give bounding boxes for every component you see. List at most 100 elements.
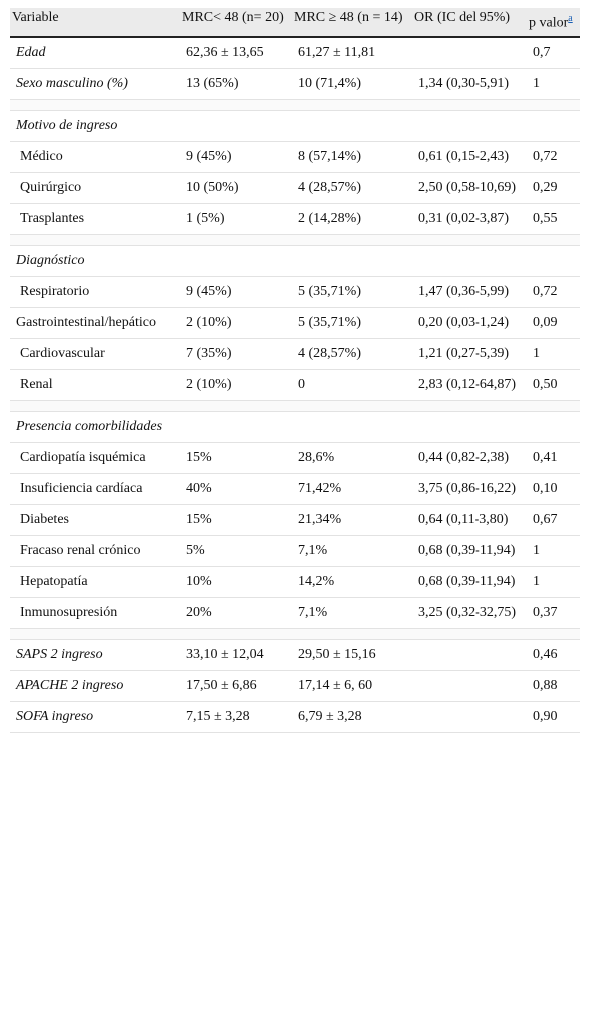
section-row: Diagnóstico — [10, 245, 580, 277]
cell: 0,31 (0,02-3,87) — [412, 203, 527, 235]
cell: 5% — [180, 535, 292, 567]
row-label: Hepatopatía — [10, 566, 180, 598]
header-text: MRC ≥ 48 (n = 14) — [294, 10, 403, 25]
cell: 3,75 (0,86-16,22) — [412, 473, 527, 505]
cell: 7,15 ± 3,28 — [180, 701, 292, 733]
data-row: Diabetes 15% 21,34% 0,64 (0,11-3,80) 0,67 — [10, 504, 580, 536]
data-row: Fracaso renal crónico 5% 7,1% 0,68 (0,39-11… — [10, 535, 580, 567]
data-row: APACHE 2 ingreso 17,50 ± 6,86 17,14 ± 6, 6… — [10, 670, 580, 702]
section-row: Motivo de ingreso — [10, 110, 580, 142]
row-label: APACHE 2 ingreso — [10, 670, 180, 702]
row-label: SAPS 2 ingreso — [10, 639, 180, 671]
row-label: Edad — [10, 36, 180, 69]
cell: 0,29 — [527, 172, 580, 204]
cell: 71,42% — [292, 473, 412, 505]
row-label: Inmunosupresión — [10, 597, 180, 629]
cell: 0,88 — [527, 670, 580, 702]
cell: 0,55 — [527, 203, 580, 235]
data-row: Médico 9 (45%) 8 (57,14%) 0,61 (0,15-2,43) 0… — [10, 141, 580, 173]
cell: 3,25 (0,32-32,75) — [412, 597, 527, 629]
cell: 13 (65%) — [180, 68, 292, 100]
cell: 0,72 — [527, 141, 580, 173]
cell: 0,41 — [527, 442, 580, 474]
cell: 0,37 — [527, 597, 580, 629]
cell: 1,34 (0,30-5,91) — [412, 68, 527, 100]
header-cell: Variable — [10, 8, 180, 38]
cell: 17,50 ± 6,86 — [180, 670, 292, 702]
cell: 14,2% — [292, 566, 412, 598]
section-title: Presencia comorbilidades — [10, 411, 580, 443]
section-row: Presencia comorbilidades — [10, 411, 580, 443]
cell: 1 (5%) — [180, 203, 292, 235]
empty-cell — [412, 701, 527, 733]
data-row: Insuficiencia cardíaca 40% 71,42% 3,75 (0,8… — [10, 473, 580, 505]
cell: 8 (57,14%) — [292, 141, 412, 173]
cell: 0,44 (0,82-2,38) — [412, 442, 527, 474]
cell: 15% — [180, 442, 292, 474]
row-label: SOFA ingreso — [10, 701, 180, 733]
header-text: Variable — [12, 10, 59, 25]
data-row: Renal 2 (10%) 0 2,83 (0,12-64,87) 0,50 — [10, 369, 580, 401]
header-cell: MRC< 48 (n= 20) — [180, 8, 292, 38]
row-label: Gastrointestinal/hepático — [10, 307, 180, 339]
spacer-cell — [10, 99, 580, 111]
empty-cell — [412, 36, 527, 69]
cell: 62,36 ± 13,65 — [180, 36, 292, 69]
cell: 0,50 — [527, 369, 580, 401]
cell: 7,1% — [292, 597, 412, 629]
cell: 7,1% — [292, 535, 412, 567]
empty-cell — [412, 639, 527, 671]
cell: 29,50 ± 15,16 — [292, 639, 412, 671]
cell: 0,68 (0,39-11,94) — [412, 566, 527, 598]
data-row: Respiratorio 9 (45%) 5 (35,71%) 1,47 (0,36-… — [10, 276, 580, 308]
cell: 15% — [180, 504, 292, 536]
cell: 7 (35%) — [180, 338, 292, 370]
cell: 1 — [527, 68, 580, 100]
header-cell: OR (IC del 95%) — [412, 8, 527, 38]
data-row: Hepatopatía 10% 14,2% 0,68 (0,39-11,94) 1 — [10, 566, 580, 598]
row-label: Insuficiencia cardíaca — [10, 473, 180, 505]
cell: 0,46 — [527, 639, 580, 671]
spacer-cell — [10, 628, 580, 640]
cell: 0,72 — [527, 276, 580, 308]
data-row: Sexo masculino (%) 13 (65%) 10 (71,4%) 1,34… — [10, 68, 580, 100]
cell: 1 — [527, 338, 580, 370]
cell: 1,21 (0,27-5,39) — [412, 338, 527, 370]
cell: 9 (45%) — [180, 276, 292, 308]
row-label: Respiratorio — [10, 276, 180, 308]
data-row: Cardiopatía isquémica 15% 28,6% 0,44 (0,82-… — [10, 442, 580, 474]
cell: 10 (50%) — [180, 172, 292, 204]
data-row: SOFA ingreso 7,15 ± 3,28 6,79 ± 3,28 0,90 — [10, 701, 580, 733]
cell: 6,79 ± 3,28 — [292, 701, 412, 733]
cell: 40% — [180, 473, 292, 505]
data-row: Cardiovascular 7 (35%) 4 (28,57%) 1,21 (0,2… — [10, 338, 580, 370]
data-table: Variable MRC< 48 (n= 20) MRC ≥ 48 (n = 14)… — [10, 8, 580, 733]
cell: 1,47 (0,36-5,99) — [412, 276, 527, 308]
cell: 0,20 (0,03-1,24) — [412, 307, 527, 339]
cell: 4 (28,57%) — [292, 172, 412, 204]
cell: 0,10 — [527, 473, 580, 505]
section-title: Motivo de ingreso — [10, 110, 580, 142]
header-text: OR (IC del 95%) — [414, 10, 511, 25]
header-text: MRC< 48 (n= 20) — [182, 10, 284, 25]
data-row: Gastrointestinal/hepático 2 (10%) 5 (35,71… — [10, 307, 580, 339]
cell: 2 (10%) — [180, 307, 292, 339]
cell: 9 (45%) — [180, 141, 292, 173]
cell: 28,6% — [292, 442, 412, 474]
header-cell: MRC ≥ 48 (n = 14) — [292, 8, 412, 38]
cell: 0,61 (0,15-2,43) — [412, 141, 527, 173]
footnote-link[interactable]: a — [568, 13, 573, 24]
cell: 4 (28,57%) — [292, 338, 412, 370]
cell: 20% — [180, 597, 292, 629]
spacer-cell — [10, 234, 580, 246]
cell: 10 (71,4%) — [292, 68, 412, 100]
cell: 1 — [527, 566, 580, 598]
table-body: Edad 62,36 ± 13,65 61,27 ± 11,81 0,7 Sexo ma… — [10, 36, 580, 733]
data-row: Edad 62,36 ± 13,65 61,27 ± 11,81 0,7 — [10, 36, 580, 69]
row-label: Sexo masculino (%) — [10, 68, 180, 100]
cell: 2,83 (0,12-64,87) — [412, 369, 527, 401]
cell: 33,10 ± 12,04 — [180, 639, 292, 671]
empty-cell — [412, 670, 527, 702]
cell: 2 (10%) — [180, 369, 292, 401]
